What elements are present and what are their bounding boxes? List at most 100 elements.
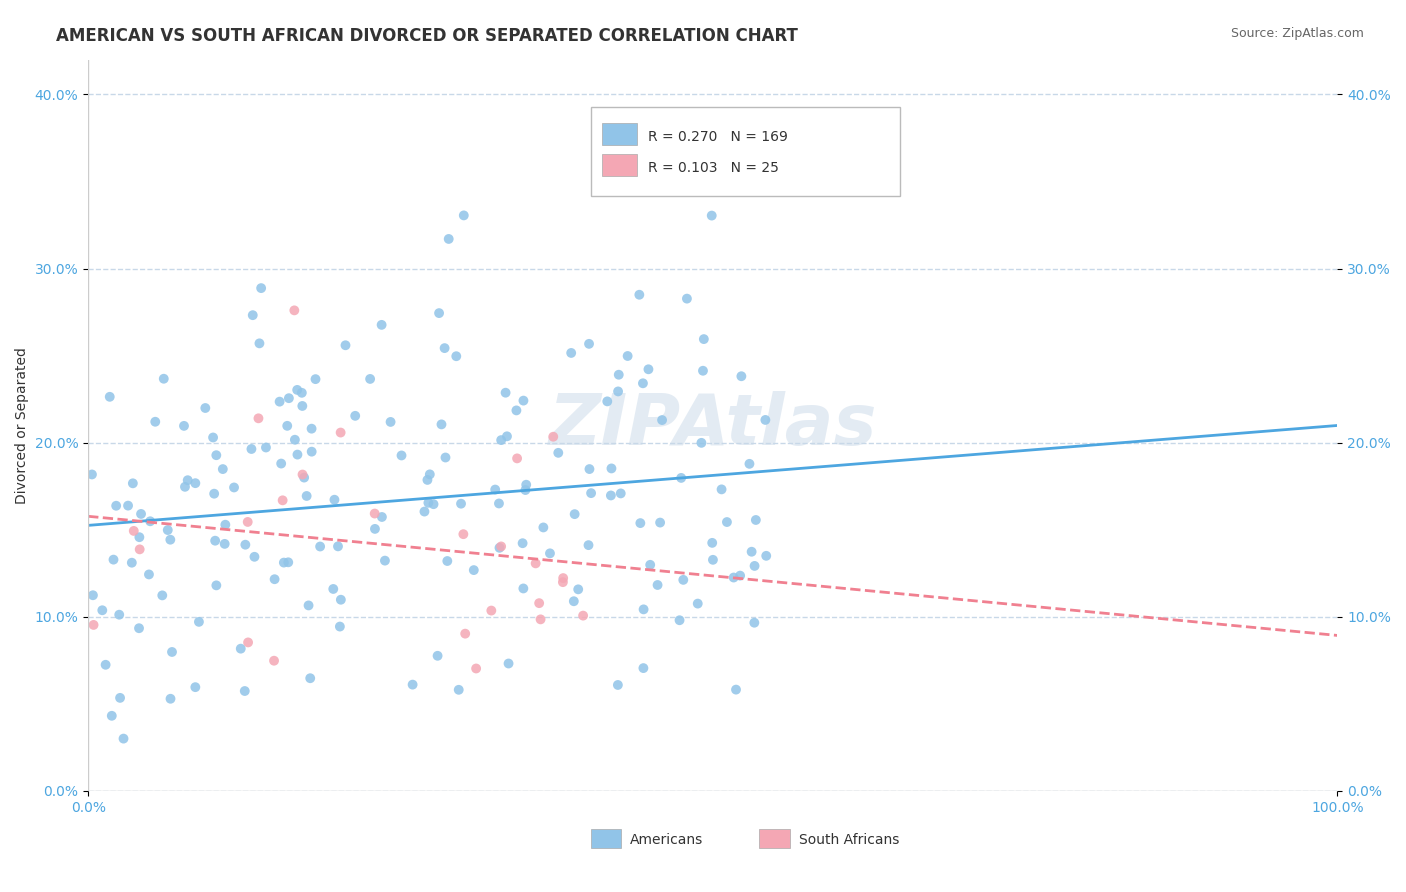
Point [323,492,346,507]
Point [453,208,475,222]
Point [668,613,690,627]
Point [156,523,179,537]
Point [301,444,323,458]
Point [364,522,387,536]
Point [101,708,124,723]
Point [322,582,344,596]
Point [242,308,264,322]
Point [505,403,527,417]
Point [512,582,534,596]
Point [80,467,103,482]
Point [184,476,207,491]
Point [426,648,449,663]
Point [184,680,207,694]
Point [108,690,131,705]
Point [222,480,245,494]
Point [633,661,655,675]
Point [291,385,314,400]
Point [138,567,160,582]
Point [263,654,285,668]
Point [270,457,292,471]
Point [450,497,472,511]
Point [648,516,671,530]
Point [730,369,752,384]
Point [94,657,117,672]
Point [236,635,259,649]
Point [236,515,259,529]
Point [211,462,233,476]
Point [600,461,623,475]
Point [273,556,295,570]
Point [276,418,298,433]
Point [105,499,128,513]
Point [512,393,534,408]
Point [177,473,200,487]
Point [277,391,299,405]
Point [560,346,582,360]
Point [159,691,181,706]
Point [754,413,776,427]
Point [117,499,139,513]
Point [247,411,270,425]
Point [512,536,534,550]
Point [498,657,520,671]
Point [194,401,217,415]
Point [672,573,695,587]
Point [744,558,766,573]
Point [465,661,488,675]
Point [599,488,621,502]
Point [108,607,131,622]
Point [488,496,510,510]
Point [326,539,349,553]
Point [578,538,600,552]
Point [454,626,477,640]
Point [214,537,236,551]
Point [233,684,256,698]
Point [495,385,517,400]
Point [329,425,352,440]
Point [553,571,575,585]
Point [430,417,453,432]
Point [418,496,440,510]
Point [83,618,105,632]
Point [723,570,745,584]
Point [128,530,150,544]
Point [562,594,585,608]
Point [121,476,143,491]
Point [463,563,485,577]
Point [291,467,314,482]
Point [335,338,357,352]
Point [728,568,751,582]
Point [121,556,143,570]
Point [254,441,277,455]
Point [139,514,162,528]
Point [596,394,619,409]
Point [434,450,457,465]
Point [564,507,586,521]
Point [446,349,468,363]
Point [702,553,724,567]
Point [551,575,574,590]
Point [98,390,121,404]
Point [285,383,308,397]
Point [277,555,299,569]
Point [152,372,174,386]
Point [488,541,510,555]
Point [567,582,589,597]
Point [738,457,761,471]
Point [103,552,125,566]
Point [700,209,723,223]
Point [637,362,659,376]
Point [287,448,309,462]
Point [159,533,181,547]
Point [538,546,561,560]
Point [633,602,655,616]
Point [249,336,271,351]
Point [710,483,733,497]
Point [243,549,266,564]
Point [547,446,569,460]
Point [413,505,436,519]
Point [489,540,512,554]
Point [437,232,460,246]
Point [82,588,104,602]
